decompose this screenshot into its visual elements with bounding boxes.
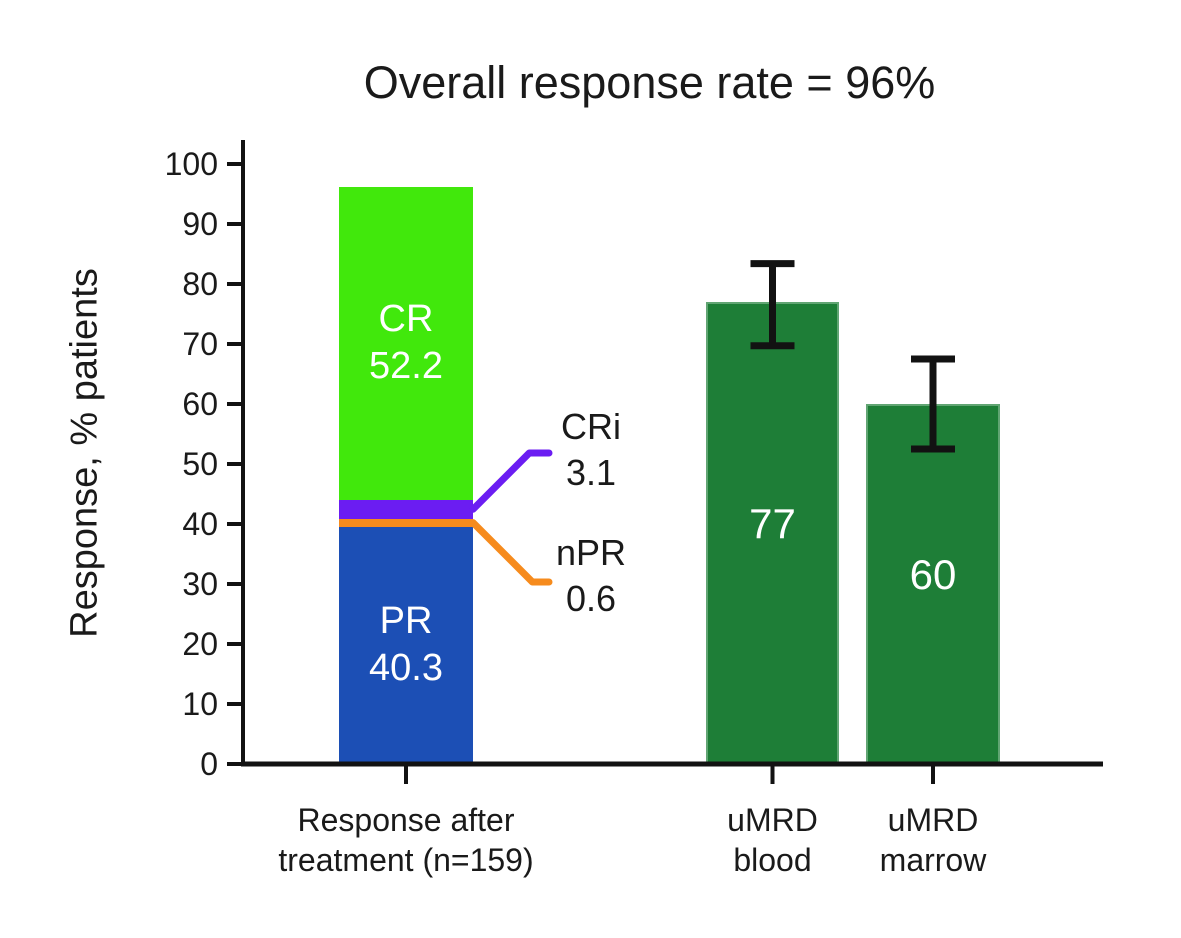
y-tick-label: 100 (164, 146, 218, 182)
y-tick-label: 90 (182, 206, 218, 242)
callout-cri-value: 3.1 (565, 452, 617, 493)
segment-pr-label: PR 40.3 (369, 598, 443, 692)
bar-umrd-blood: 77 (706, 302, 839, 764)
segment-cr: CR 52.2 (339, 186, 473, 500)
y-tick-label: 40 (182, 506, 218, 542)
y-tick-label: 50 (182, 446, 218, 482)
y-tick-label: 80 (182, 266, 218, 302)
callout-line-npr (469, 519, 553, 586)
segment-pr-name: PR (379, 600, 433, 643)
y-tick-label: 30 (182, 566, 218, 602)
x-label-response-line2: treatment (n=159) (278, 842, 534, 878)
callout-npr-name: nPR (555, 532, 627, 573)
bar-umrd-marrow: 60 (866, 404, 1000, 764)
x-label-marrow-line1: uMRD (887, 802, 979, 838)
x-label-marrow-line2: marrow (879, 842, 987, 878)
x-label-umrd-blood: uMRD blood (727, 800, 818, 880)
segment-cr-label: CR 52.2 (369, 296, 443, 390)
x-label-umrd-marrow: uMRD marrow (880, 800, 987, 880)
bar-umrd-marrow-value: 60 (909, 551, 957, 598)
y-axis-title: Response, % patients (63, 268, 106, 638)
y-tick-label: 20 (182, 626, 218, 662)
x-label-response-line1: Response after (297, 802, 515, 838)
segment-cr-name: CR (378, 298, 434, 341)
y-tick-label: 10 (182, 686, 218, 722)
callout-label-cri: CRi 3.1 (561, 404, 621, 496)
segment-pr-value: 40.3 (369, 647, 443, 690)
segment-npr (339, 518, 473, 527)
x-label-blood-line2: blood (733, 842, 812, 878)
x-label-response-after-treatment: Response after treatment (n=159) (278, 800, 533, 880)
callout-npr-value: 0.6 (565, 578, 617, 619)
y-tick-label: 70 (182, 326, 218, 362)
chart-title: Overall response rate = 96% (363, 57, 936, 108)
bar-umrd-blood-value: 77 (749, 500, 796, 547)
callout-line-cri (469, 449, 553, 513)
callout-cri-name: CRi (561, 406, 621, 447)
callout-label-npr: nPR 0.6 (556, 530, 626, 622)
y-tick-label: 0 (200, 746, 218, 782)
segment-cri (339, 500, 473, 519)
stacked-bar-response-after-treatment: PR 40.3 CR 52.2 (339, 186, 473, 764)
x-label-blood-line1: uMRD (727, 802, 818, 838)
segment-pr: PR 40.3 (339, 526, 473, 764)
segment-cr-value: 52.2 (369, 345, 443, 388)
y-tick-label: 60 (182, 386, 218, 422)
